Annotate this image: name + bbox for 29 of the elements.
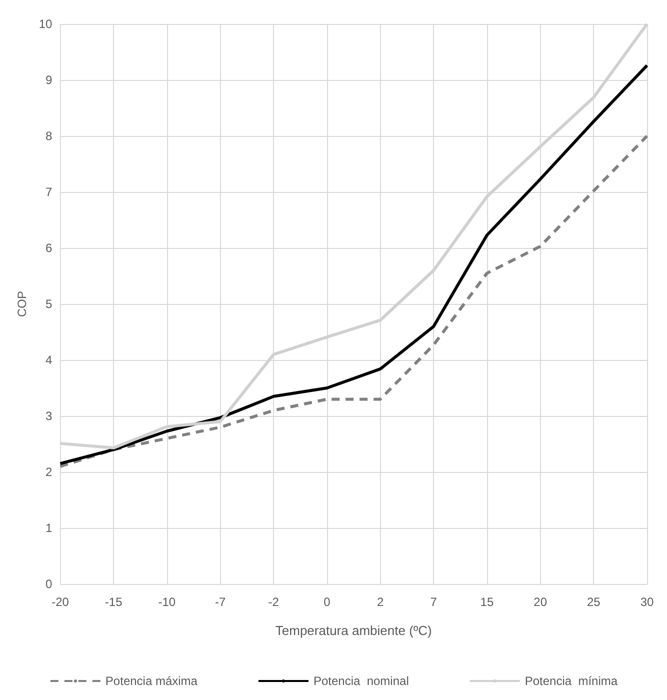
x-tick-label: 0	[324, 595, 331, 609]
line-series	[58, 134, 648, 468]
y-tick-label: 6	[46, 241, 53, 255]
x-tick-label: -2	[268, 595, 280, 609]
y-tick-label: 10	[38, 17, 53, 31]
y-tick-label: 8	[46, 129, 53, 143]
x-tick-label: -7	[214, 595, 226, 609]
y-tick-label: 2	[46, 465, 53, 479]
legend-label: Potencia nominal	[313, 674, 409, 688]
x-tick-label: -20	[52, 595, 70, 609]
x-tick-label: 2	[376, 595, 384, 609]
legend-label: Potencia máxima	[105, 674, 198, 688]
x-tick-label: -10	[158, 595, 176, 609]
x-tick-label: 7	[430, 595, 438, 609]
y-tick-label: 7	[46, 185, 53, 199]
y-tick-label: 3	[46, 409, 53, 423]
x-tick-label: 20	[534, 595, 548, 609]
x-tick-label: -15	[104, 595, 123, 609]
x-tick-label: 25	[586, 595, 601, 609]
x-tick-label: 15	[480, 595, 494, 609]
y-axis-title: COP	[15, 290, 29, 318]
y-tick-label: 4	[46, 353, 53, 367]
y-tick-label: 0	[46, 577, 53, 591]
x-axis-title: Temperatura ambiente (ºC)	[275, 623, 432, 638]
y-tick-label: 5	[46, 297, 53, 311]
y-tick-label: 9	[46, 73, 53, 87]
y-tick-label: 1	[46, 521, 53, 535]
x-tick-label: 30	[640, 595, 654, 609]
legend-label: Potencia mínima	[524, 674, 618, 688]
